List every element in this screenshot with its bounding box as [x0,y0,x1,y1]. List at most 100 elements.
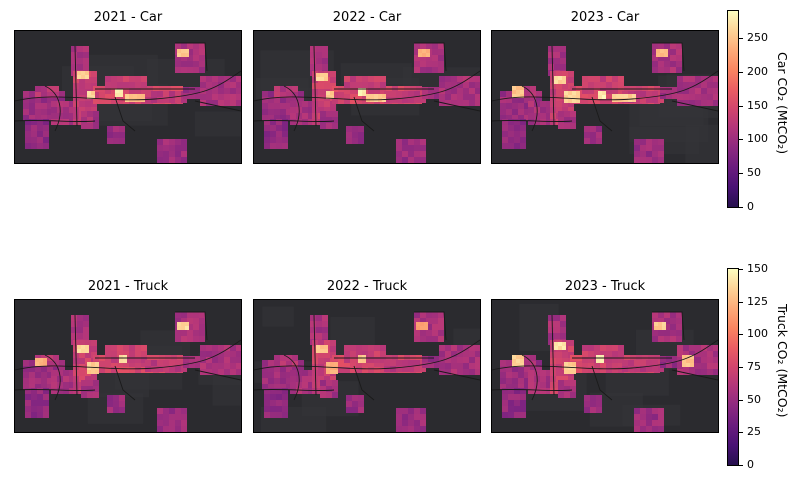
emission-cell [560,46,566,52]
emission-cell [151,97,157,103]
emission-cell [236,76,241,82]
emission-cell [23,103,29,109]
emission-cell [141,357,147,363]
emission-cell [59,360,65,366]
emission-hotspot [564,370,568,374]
emission-cell [558,117,564,123]
emission-cell [111,351,117,357]
map-2022-truck [253,299,481,433]
emission-hotspot [316,73,320,77]
emission-hotspot [85,349,89,353]
emission-cell [181,426,187,432]
emission-cell [368,357,374,363]
emission-cell [85,352,91,358]
emission-hotspot [558,342,562,346]
emission-cell [677,363,683,369]
emission-cell [175,414,181,420]
colorbar-tick-label: 0 [747,200,754,213]
emission-hotspot [358,359,362,363]
colorbar-tick-label: 75 [747,360,761,373]
emission-cell [664,43,670,49]
colorbar-tick-mark [739,367,743,368]
emission-cell [554,321,560,327]
road-line [551,45,555,127]
emission-cell [324,107,330,113]
emission-cell [200,351,206,357]
emission-cell [676,336,682,342]
road-line [591,96,613,132]
emission-cell [193,67,199,73]
emission-cell [218,88,224,94]
emission-cell [506,366,512,372]
emission-cell [324,101,330,107]
emission-hotspot [600,359,604,363]
emission-cell [163,157,169,163]
emission-cell [274,372,280,378]
emission-cell [420,139,426,145]
emission-cell [35,378,41,384]
emission-cell [163,426,169,432]
emission-cell [187,330,193,336]
emission-cell [408,97,414,103]
emission-cell [588,76,594,82]
emission-cell [117,367,123,373]
emission-hotspot [316,345,320,349]
emission-cell [596,132,602,138]
emission-cell [420,97,426,103]
emission-cell [695,345,701,351]
emission-cell [666,356,672,362]
emission-cell [25,143,31,149]
emission-cell [37,400,43,406]
emission-cell [280,384,286,390]
emission-cell [570,386,576,392]
emission-cell [218,100,224,106]
emission-cell [316,58,322,64]
emission-cell [469,76,475,82]
emission-cell [310,315,316,321]
road-line [521,354,538,401]
colorbar-tick-mark [739,38,743,40]
emission-cell [175,360,181,366]
emission-cell [71,321,77,327]
emission-cell [540,370,546,376]
emission-cell [530,355,536,361]
emission-cell [457,363,463,369]
emission-hotspot [576,99,580,103]
emission-hotspot [562,346,566,350]
emission-cell [445,100,451,106]
emission-hotspot [564,95,568,99]
emission-cell [664,330,670,336]
emission-cell [81,111,87,117]
emission-cell [224,363,230,369]
emission-cell [47,97,53,103]
emission-cell [199,67,205,73]
emission-cell [23,384,29,390]
emission-cell [187,312,193,318]
emission-hotspot [177,53,181,57]
emission-cell [123,361,129,367]
emission-cell [63,107,69,113]
emission-cell [199,330,205,336]
emission-cell [302,113,308,119]
emission-cell [451,363,457,369]
emission-cell [432,318,438,324]
emission-hotspot [382,98,386,102]
emission-cell [414,366,420,372]
emission-hotspot [562,80,566,84]
emission-cell [658,408,664,414]
emission-cell [119,407,125,413]
emission-cell [93,92,99,98]
emission-hotspot [564,91,568,95]
emission-cell [236,100,241,106]
emission-cell [169,414,175,420]
emission-cell [396,420,402,426]
emission-hotspot [87,362,91,366]
emission-cell [520,119,526,125]
emission-cell [274,97,280,103]
emission-cell [270,412,276,418]
emission-cell [187,324,193,330]
emission-cell [135,88,141,94]
emission-cell [514,119,520,125]
emission-cell [600,345,606,351]
emission-cell [218,82,224,88]
